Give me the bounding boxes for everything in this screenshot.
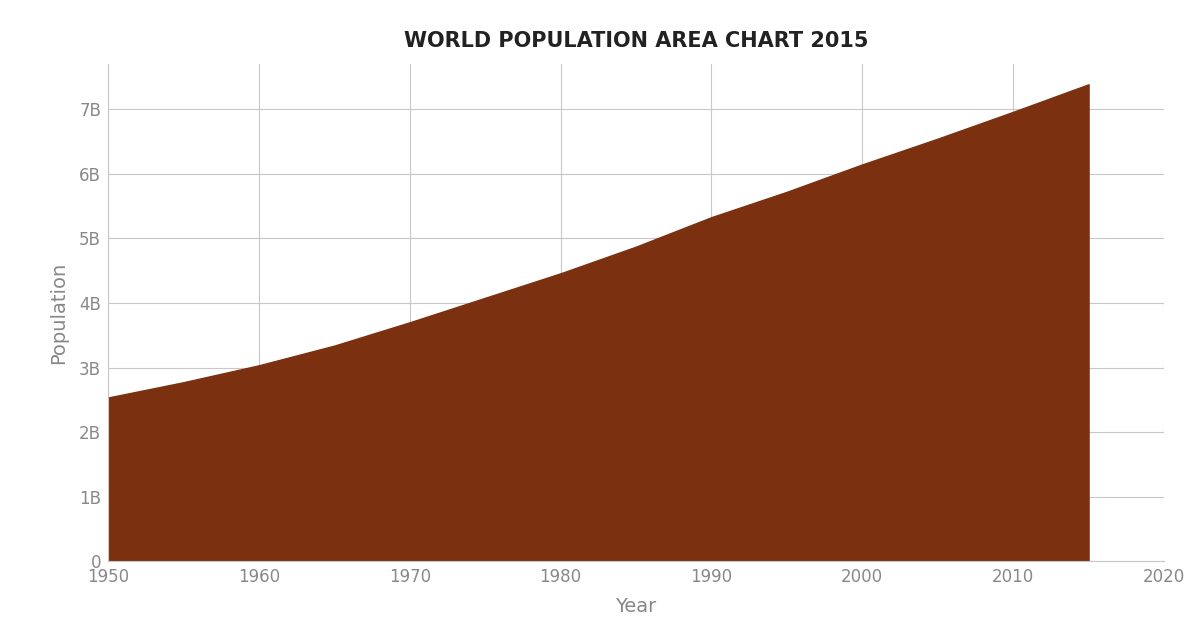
Y-axis label: Population: Population — [49, 262, 68, 364]
X-axis label: Year: Year — [616, 598, 656, 616]
Title: WORLD POPULATION AREA CHART 2015: WORLD POPULATION AREA CHART 2015 — [403, 31, 869, 51]
